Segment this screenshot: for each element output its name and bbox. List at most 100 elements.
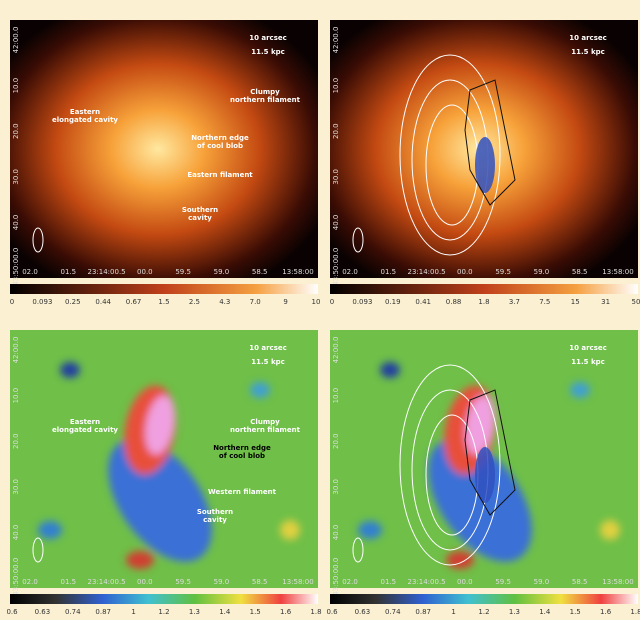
ra-label: 23:14:00.5	[408, 268, 446, 276]
colorbar-label: 0.87	[415, 608, 431, 616]
page: 10 arcsec11.5 kpcClumpynorthern filament…	[0, 0, 640, 620]
annotation-line: northern filament	[230, 426, 301, 434]
ra-label: 23:14:00.5	[408, 578, 446, 586]
dec-label: -43:50:00.0	[12, 558, 20, 599]
colorbar-label: 0	[10, 298, 14, 306]
image	[10, 20, 318, 278]
ra-label: 23:14:00.5	[88, 578, 126, 586]
dec-label: 30.0	[12, 479, 20, 495]
image	[330, 20, 638, 278]
blob	[570, 382, 590, 398]
annotation-line: Southern	[197, 508, 233, 516]
colorbar-label: 1.8	[630, 608, 640, 616]
colorbar-label: 0.25	[65, 298, 81, 306]
annotation-line: Clumpy	[250, 88, 280, 96]
annotation-line: Clumpy	[250, 418, 280, 426]
dec-label: 40.0	[332, 215, 340, 231]
colorbar-label: 0.093	[32, 298, 52, 306]
dec-label: 30.0	[332, 169, 340, 185]
colorbar-label: 1.4	[219, 608, 231, 616]
blob	[38, 521, 62, 539]
annotation-line: Eastern filament	[187, 171, 253, 179]
blob	[280, 520, 300, 540]
colorbar-label: 3.7	[509, 298, 520, 306]
colorbar-label: 0.6	[6, 608, 18, 616]
dec-label: 42:00.0	[332, 27, 340, 54]
dec-label: 42:00.0	[332, 337, 340, 364]
ra-label: 00.0	[137, 268, 153, 276]
dec-label: -43:50:00.0	[12, 248, 20, 289]
colorbar-label: 1.8	[478, 298, 489, 306]
ra-label: 13:58:00	[602, 578, 633, 586]
colorbar-label: 1.8	[310, 608, 321, 616]
colorbar-label: 1.5	[250, 608, 261, 616]
dec-label: 10.0	[12, 388, 20, 404]
ra-label: 13:58:00	[282, 578, 313, 586]
scale-label: 11.5 kpc	[571, 358, 605, 366]
scale-label: 11.5 kpc	[571, 48, 605, 56]
colorbar-label: 2.5	[189, 298, 200, 306]
ra-label: 01.5	[60, 578, 76, 586]
dec-label: 42:00.0	[12, 337, 20, 364]
colorbar-label: 4.3	[219, 298, 230, 306]
colorbar-label: 15	[571, 298, 580, 306]
colorbar-label: 0.41	[415, 298, 431, 306]
colorbar-label: 9	[283, 298, 287, 306]
ra-label: 01.5	[380, 578, 396, 586]
ra-label: 01.5	[60, 268, 76, 276]
colorbar-label: 7.5	[539, 298, 550, 306]
annotation-line: elongated cavity	[52, 116, 118, 124]
ra-label: 01.5	[380, 268, 396, 276]
annotation: Eastern filament	[187, 171, 253, 179]
annotation-line: Eastern	[70, 108, 100, 116]
annotation-line: Western filament	[208, 488, 277, 496]
colorbar-label: 0.44	[95, 298, 111, 306]
colorbar-label: 0.87	[95, 608, 111, 616]
colorbar-label: 1.4	[539, 608, 551, 616]
colorbar-label: 1.5	[158, 298, 169, 306]
colorbar-label: 7.0	[250, 298, 261, 306]
blob	[60, 362, 80, 378]
colorbar-label: 1.6	[600, 608, 612, 616]
annotation-line: Southern	[182, 206, 218, 214]
colorbar-label: 1.2	[158, 608, 169, 616]
panel: 10 arcsec11.5 kpc-43:50:00.040.030.020.0…	[326, 330, 640, 616]
ra-label: 59.5	[175, 578, 191, 586]
figure: 10 arcsec11.5 kpcClumpynorthern filament…	[0, 0, 640, 620]
blob	[380, 362, 400, 378]
colorbar-label: 1	[451, 608, 455, 616]
colorbar-label: 0.63	[35, 608, 51, 616]
annotation-line: elongated cavity	[52, 426, 118, 434]
ra-label: 02.0	[22, 578, 38, 586]
colorbar-label: 0.67	[126, 298, 142, 306]
dec-label: 20.0	[12, 433, 20, 449]
colorbar-label: 0.093	[352, 298, 372, 306]
annotation-line: cavity	[188, 214, 212, 222]
colorbar-label: 0.6	[326, 608, 338, 616]
scale-label: 10 arcsec	[249, 34, 287, 42]
ra-label: 00.0	[457, 578, 473, 586]
blob	[126, 551, 154, 569]
colorbar	[330, 284, 638, 294]
colorbar-label: 1	[131, 608, 135, 616]
dec-label: 10.0	[12, 78, 20, 94]
colorbar	[10, 284, 318, 294]
colorbar-label: 0.63	[355, 608, 371, 616]
annotation-line: of cool blob	[219, 452, 265, 460]
annotation-line: cavity	[203, 516, 227, 524]
ra-label: 00.0	[137, 578, 153, 586]
ra-label: 59.5	[175, 268, 191, 276]
ra-label: 00.0	[457, 268, 473, 276]
annotation: Western filament	[208, 488, 277, 496]
dec-label: 30.0	[12, 169, 20, 185]
dec-label: 10.0	[332, 78, 340, 94]
ra-label: 59.0	[214, 268, 230, 276]
ra-label: 02.0	[342, 578, 358, 586]
image-bg	[10, 20, 318, 278]
annotation-line: Northern edge	[191, 134, 249, 142]
scale-label: 10 arcsec	[569, 344, 607, 352]
colorbar-label: 0.19	[385, 298, 401, 306]
